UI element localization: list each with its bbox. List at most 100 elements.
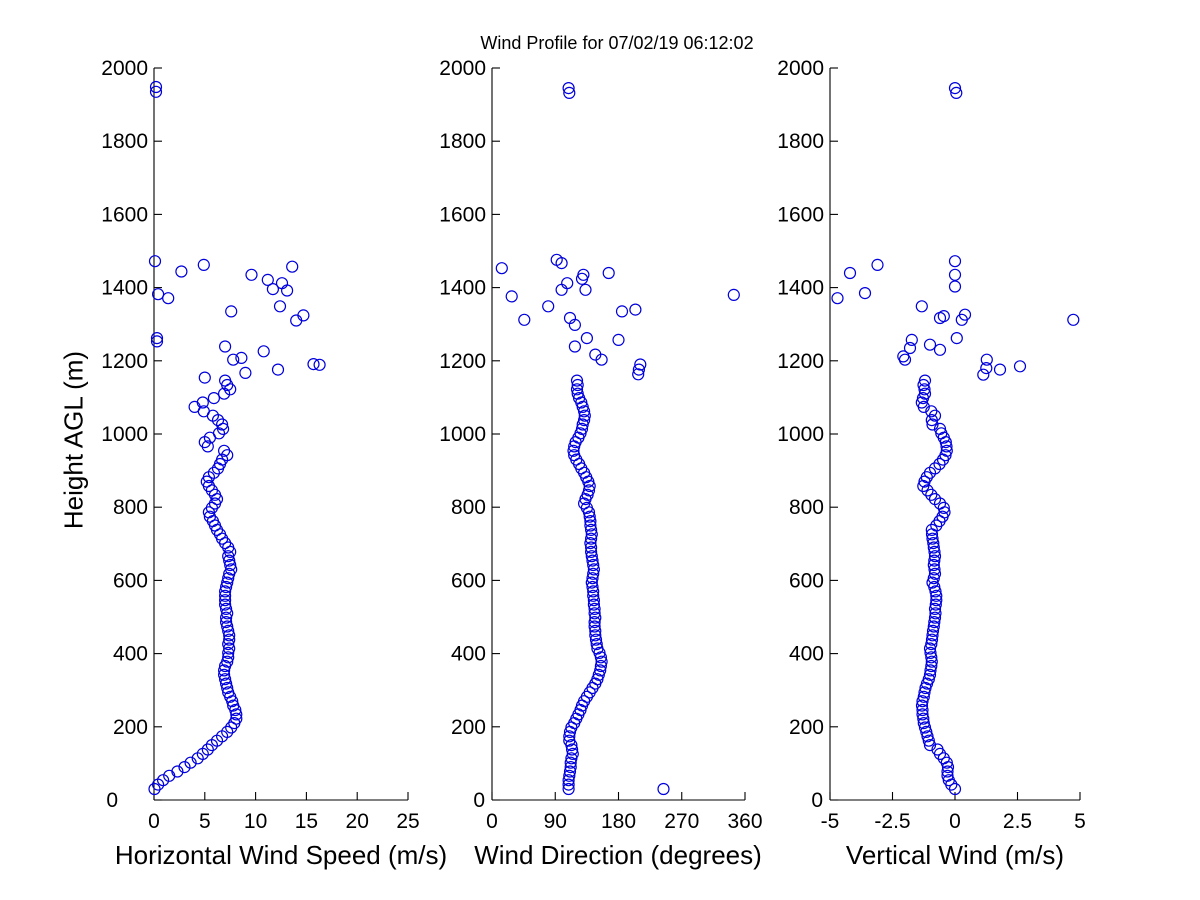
data-point [930,589,943,602]
data-point [948,782,962,796]
y-tick-label: 400 [113,643,148,666]
data-point [927,541,940,554]
y-tick-label: 1600 [101,203,148,226]
data-point [207,392,220,405]
data-point [948,255,962,268]
data-point [918,383,931,396]
data-point [916,708,929,721]
data-point [222,686,235,699]
data-point [150,335,164,348]
x-tick-label: 360 [727,810,762,833]
x-tick-label: 10 [244,810,267,833]
data-point [220,580,233,594]
data-point [928,550,942,563]
data-point [223,554,236,567]
data-point [928,545,941,559]
data-point [958,308,972,321]
data-point [220,677,233,690]
data-point [578,409,591,422]
y-tick-label: 1800 [439,130,486,153]
data-point [219,598,232,611]
data-point [149,85,163,98]
data-point [587,589,600,602]
data-point [230,708,243,721]
data-point [831,292,844,305]
data-point [928,567,942,580]
data-point [940,444,953,457]
data-point [918,686,931,699]
y-tick-label: 0 [473,789,485,812]
data-point [930,594,943,607]
data-point [993,363,1007,376]
data-point [928,602,942,616]
x-tick-label: 90 [544,810,567,833]
data-point [925,488,938,501]
data-point [595,353,608,366]
data-point [923,338,937,351]
data-point [221,681,234,695]
data-point [225,563,238,576]
data-point [931,743,944,756]
data-point [563,769,576,782]
y-tick-label: 1200 [439,350,486,373]
data-point [290,314,303,327]
data-point [220,602,233,616]
y-tick-label: 600 [789,569,824,592]
y-tick-label: 1400 [101,277,148,300]
data-point [915,699,929,712]
data-point [219,594,232,607]
data-point [239,366,252,379]
data-point [562,782,575,796]
data-point [921,484,934,497]
data-point [216,418,229,431]
data-point [928,493,942,506]
data-point [905,333,918,346]
data-point [207,466,220,479]
y-tick-label: 1200 [777,350,824,373]
data-point [221,576,234,589]
data-point [218,387,231,400]
data-point [977,368,990,381]
x-tick-label: 0 [148,810,160,833]
data-point [518,313,531,326]
data-point [926,624,940,638]
data-point [923,668,937,681]
data-point [561,277,574,290]
data-point [148,782,161,796]
data-point [937,310,950,323]
data-point [225,305,238,318]
x-tick-label: 0 [949,810,961,833]
data-point [589,629,602,642]
data-point [948,280,962,293]
y-tick-label: 1000 [777,423,824,446]
data-point [916,703,929,717]
data-point [562,774,575,787]
data-point [271,363,285,376]
data-point [898,353,912,366]
data-point [568,449,581,462]
data-point [588,602,601,616]
data-point [148,255,162,268]
data-point [222,637,235,651]
data-point [926,629,939,642]
data-point [564,756,577,769]
data-point [570,383,584,396]
data-point [929,607,942,620]
y-tick-label: 200 [113,716,148,739]
y-tick-label: 600 [113,569,148,592]
y-tick-label: 800 [789,496,824,519]
data-point [923,738,937,752]
data-point [1013,360,1027,373]
data-point [612,333,625,346]
data-point [184,756,197,769]
x-tick-label: 15 [295,810,318,833]
data-point [591,642,604,655]
data-point [926,532,939,545]
data-point [196,396,209,409]
data-point [542,300,555,313]
data-point [918,721,932,734]
data-point [571,387,584,400]
data-point [933,457,946,471]
y-tick-label: 1400 [777,277,824,300]
